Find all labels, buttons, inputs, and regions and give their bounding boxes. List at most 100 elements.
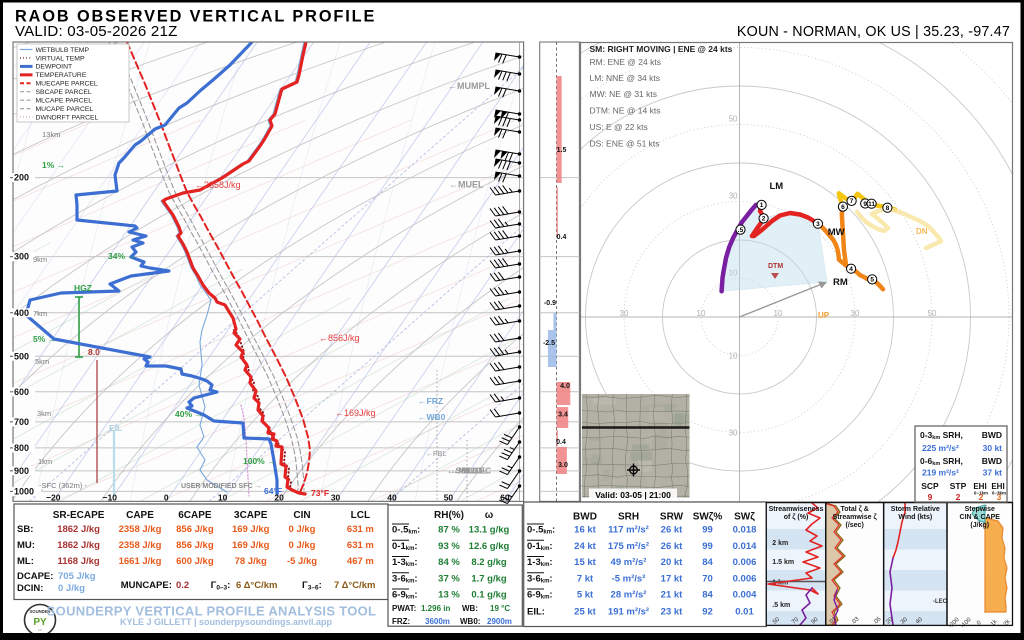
svg-text:3km: 3km [37,409,51,418]
svg-text:.5 km: .5 km [772,602,790,609]
svg-text:MUECAPE PARCEL: MUECAPE PARCEL [36,81,98,88]
svg-text:-2.5: -2.5 [543,340,555,347]
svg-text:LM: LM [770,181,784,192]
svg-text:70: 70 [702,573,713,584]
svg-text:13 %: 13 % [438,590,460,601]
svg-text:DCIN:: DCIN: [17,583,43,594]
svg-text:FRZ:: FRZ: [392,617,410,626]
svg-text:24 kt: 24 kt [574,541,596,552]
svg-text:0 J/kg: 0 J/kg [289,540,316,551]
svg-text:191 m²/s²: 191 m²/s² [608,607,649,618]
svg-text:Streamwise ζ: Streamwise ζ [833,514,878,521]
svg-text:←MLLCL: ←MLLCL [450,466,487,476]
svg-text:DEWPOINT: DEWPOINT [36,64,73,71]
svg-text:225 m²/s²: 225 m²/s² [922,443,959,453]
svg-text:DWNDRFT PARCEL: DWNDRFT PARCEL [36,114,99,121]
svg-text:15 kt: 15 kt [574,557,596,568]
svg-text:3-6km:: 3-6km: [392,573,418,584]
svg-text:10: 10 [729,352,738,361]
svg-text:19 °C: 19 °C [490,604,510,613]
svg-text:SOUNDER: SOUNDER [30,609,51,614]
svg-text:20 kt: 20 kt [661,557,683,568]
svg-text:▪▪▪: ▪▪▪ [38,628,42,632]
svg-text:1% →: 1% → [42,160,65,170]
svg-text:-5 m²/s²: -5 m²/s² [612,573,646,584]
svg-text:5km: 5km [35,357,49,366]
svg-text:3600m: 3600m [425,617,450,626]
svg-text:0-1km:: 0-1km: [392,541,418,552]
svg-text:84: 84 [702,590,713,601]
svg-text:EHI: EHI [973,482,986,491]
svg-text:2k: 2k [1003,618,1012,627]
svg-text:0.014: 0.014 [733,541,757,552]
svg-text:←MUMPL: ←MUMPL [448,81,490,91]
svg-text:30: 30 [851,309,860,318]
svg-text:100% →: 100% → [243,456,276,466]
svg-text:5: 5 [870,277,874,284]
svg-text:0.006: 0.006 [733,557,757,568]
svg-text:0 J/kg: 0 J/kg [289,524,316,535]
svg-text:7: 7 [850,198,854,205]
svg-text:0.4: 0.4 [556,439,566,446]
svg-text:21 kt: 21 kt [661,590,683,601]
svg-text:RM: RM [833,277,848,288]
svg-text:.05: .05 [872,616,883,626]
svg-text:1.5 km: 1.5 km [772,559,794,566]
svg-text:93 %: 93 % [438,541,460,552]
svg-text:-SFC (362m) -: -SFC (362m) - [39,481,87,490]
svg-text:10: 10 [218,493,228,503]
svg-text:50: 50 [928,309,937,318]
svg-text:−10: −10 [103,493,118,503]
svg-text:37 kt: 37 kt [983,468,1003,478]
svg-text:9: 9 [863,201,867,208]
svg-text:STP: STP [950,481,967,491]
svg-text:2 km: 2 km [772,540,788,547]
svg-text:20: 20 [885,616,894,625]
svg-text:←SBLCL: ←SBLCL [447,466,484,476]
svg-text:DTM: NE @ 14 kts: DTM: NE @ 14 kts [590,106,661,116]
svg-text:CIN: CIN [293,510,310,521]
svg-text:←WB0: ←WB0 [418,412,446,422]
svg-text:Stepwise: Stepwise [965,506,995,513]
svg-text:467 m: 467 m [347,556,374,567]
svg-text:25 kt: 25 kt [574,607,596,618]
svg-text:6: 6 [841,204,845,211]
svg-text:1-3km:: 1-3km: [527,557,553,568]
svg-text:-LEC: -LEC [933,599,948,605]
svg-text:ML:: ML: [17,556,34,567]
svg-text:CAPE: CAPE [126,510,154,521]
svg-text:SOUNDERPY VERTICAL PROFILE ANA: SOUNDERPY VERTICAL PROFILE ANALYSIS TOOL [47,604,377,619]
svg-text:1000: 1000 [14,486,34,496]
svg-text:40: 40 [387,493,397,503]
svg-text:0−3km: 0−3km [992,491,1006,496]
svg-text:6-9km:: 6-9km: [392,590,418,601]
svg-text:0: 0 [164,493,169,503]
svg-text:40: 40 [915,616,924,625]
svg-text:3-6km:: 3-6km: [527,573,553,584]
svg-text:169 J/kg: 169 J/kg [232,524,270,535]
svg-text:64°F: 64°F [264,486,282,496]
svg-text:(J/kg): (J/kg) [970,522,989,529]
svg-text:-0.9: -0.9 [544,300,556,307]
svg-text:.01: .01 [828,616,839,626]
svg-text:SWζ: SWζ [734,512,755,523]
svg-text:26 kt: 26 kt [661,525,683,536]
svg-text:←856J/kg: ←856J/kg [319,333,360,343]
svg-text:Γ3–6:: Γ3–6: [302,580,322,592]
svg-text:6-9km:: 6-9km: [527,590,553,601]
svg-text:92: 92 [702,607,713,618]
svg-text:RAOB OBSERVED VERTICAL PROFILE: RAOB OBSERVED VERTICAL PROFILE [15,8,376,26]
svg-text:30: 30 [729,192,738,201]
svg-text:0−1km: 0−1km [974,491,988,496]
svg-text:1661 J/kg: 1661 J/kg [119,556,162,567]
svg-text:49 m²/s²: 49 m²/s² [611,557,647,568]
svg-text:RH(%): RH(%) [434,510,464,521]
svg-text:0.2: 0.2 [176,580,189,591]
svg-text:DN: DN [916,227,928,236]
svg-text:40% →: 40% → [175,409,203,419]
svg-text:of ζ (%): of ζ (%) [784,514,809,521]
svg-text:26 kt: 26 kt [661,541,683,552]
svg-text:9: 9 [928,492,933,502]
svg-text:700: 700 [14,417,29,427]
svg-text:VALID: 03-05-2026 21Z: VALID: 03-05-2026 21Z [15,23,178,40]
